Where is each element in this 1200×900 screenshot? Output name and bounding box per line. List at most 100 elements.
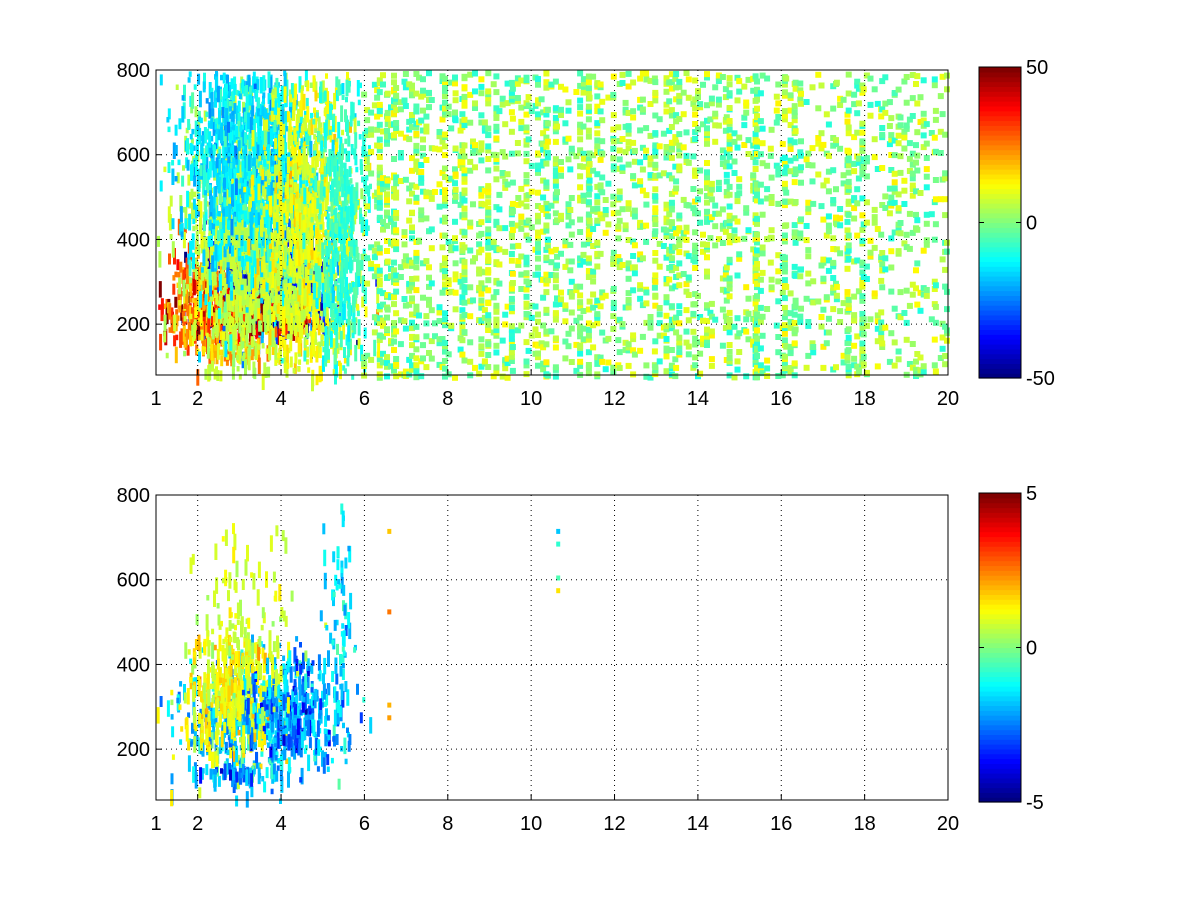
heatmap-cell <box>239 137 243 149</box>
heatmap-cell <box>314 153 318 171</box>
heatmap-cell <box>345 238 349 244</box>
heatmap-cell <box>235 323 238 329</box>
heatmap-cell <box>274 359 278 366</box>
heatmap-cell <box>342 247 346 259</box>
heatmap-cell <box>175 334 179 341</box>
heatmap-cell <box>246 285 250 292</box>
heatmap-cell <box>229 274 233 291</box>
heatmap-cell <box>232 90 236 102</box>
heatmap-cell <box>340 240 343 252</box>
heatmap-cell <box>299 100 303 117</box>
heatmap-cell <box>357 99 361 106</box>
heatmap-cell <box>221 319 225 330</box>
heatmap-cell <box>238 322 242 334</box>
heatmap-cell <box>310 248 314 260</box>
heatmap-cell <box>215 293 219 305</box>
heatmap-cell <box>265 211 269 229</box>
heatmap-cell <box>210 235 213 247</box>
heatmap-cell <box>229 168 233 180</box>
heatmap-cell <box>202 249 206 266</box>
heatmap-cell <box>214 164 218 176</box>
heatmap-cell <box>169 195 173 207</box>
heatmap-cell <box>284 297 287 309</box>
heatmap-cell <box>234 178 238 195</box>
heatmap-cell <box>338 316 342 328</box>
heatmap-cell <box>286 363 290 369</box>
heatmap-cell <box>298 278 302 296</box>
heatmap-cell <box>315 246 319 263</box>
heatmap-cell <box>349 221 353 238</box>
heatmap-cell <box>346 355 350 367</box>
heatmap-cell <box>280 288 284 300</box>
heatmap-cell <box>289 323 293 335</box>
heatmap-cell <box>325 313 329 319</box>
heatmap-cell <box>224 165 228 177</box>
heatmap-cell <box>334 284 338 290</box>
heatmap-cell <box>292 98 296 115</box>
heatmap-cell <box>291 144 295 156</box>
heatmap-cell <box>246 227 250 244</box>
heatmap-cell <box>231 195 234 207</box>
heatmap-cell <box>345 318 349 325</box>
heatmap-cell <box>201 321 205 338</box>
heatmap-cell <box>331 139 335 151</box>
heatmap-cell <box>285 324 289 336</box>
heatmap-cell <box>281 227 285 239</box>
heatmap-cell <box>268 343 272 361</box>
heatmap-cell <box>266 244 270 262</box>
heatmap-cell <box>238 295 242 313</box>
heatmap-cell <box>228 311 232 318</box>
heatmap-cell <box>343 368 347 374</box>
heatmap-cell <box>310 319 314 331</box>
heatmap-cell <box>178 301 182 313</box>
heatmap-cell <box>247 309 250 321</box>
heatmap-cell <box>235 234 239 241</box>
heatmap-cell <box>224 124 228 142</box>
heatmap-cell <box>221 157 225 174</box>
heatmap-cell <box>325 73 328 79</box>
heatmap-cell <box>359 82 362 89</box>
heatmap-cell <box>310 233 314 250</box>
heatmap-cell <box>207 301 211 319</box>
heatmap-cell <box>180 304 184 321</box>
heatmap-cell <box>239 260 243 272</box>
heatmap-cell <box>274 349 278 366</box>
heatmap-cell <box>304 114 307 132</box>
heatmap-cell <box>276 263 280 269</box>
heatmap-cell <box>182 279 186 297</box>
heatmap-cell <box>245 134 249 141</box>
heatmap-cell <box>320 325 324 331</box>
heatmap-cell <box>204 251 208 269</box>
heatmap-cell <box>168 303 172 320</box>
heatmap-cell <box>239 153 243 160</box>
heatmap-cell <box>235 113 239 125</box>
heatmap-cell <box>353 117 357 134</box>
heatmap-cell <box>232 281 236 298</box>
heatmap-cell <box>290 285 294 291</box>
heatmap-cell <box>188 259 192 277</box>
heatmap-cell <box>270 330 274 347</box>
heatmap-cell <box>249 196 252 208</box>
heatmap-cell <box>288 117 292 129</box>
heatmap-cell <box>273 302 277 314</box>
heatmap-cell <box>286 198 290 205</box>
heatmap-cell <box>271 176 274 182</box>
heatmap-cell <box>309 268 313 274</box>
heatmap-cell <box>205 145 209 157</box>
heatmap-cell <box>189 133 193 140</box>
heatmap-cell <box>192 297 196 304</box>
heatmap-cell <box>274 138 278 150</box>
heatmap-cell <box>200 267 204 273</box>
heatmap-cell <box>215 270 219 276</box>
heatmap-cell <box>272 341 276 348</box>
heatmap-cell <box>295 144 299 151</box>
heatmap-cell <box>204 209 208 221</box>
heatmap-cell <box>283 224 287 231</box>
heatmap-cell <box>310 118 314 135</box>
heatmap-cell <box>287 314 291 331</box>
heatmap-cell <box>219 323 223 341</box>
heatmap-cell <box>273 87 277 99</box>
heatmap-cell <box>355 246 359 258</box>
heatmap-cell <box>315 150 319 167</box>
heatmap-cell <box>165 307 169 325</box>
